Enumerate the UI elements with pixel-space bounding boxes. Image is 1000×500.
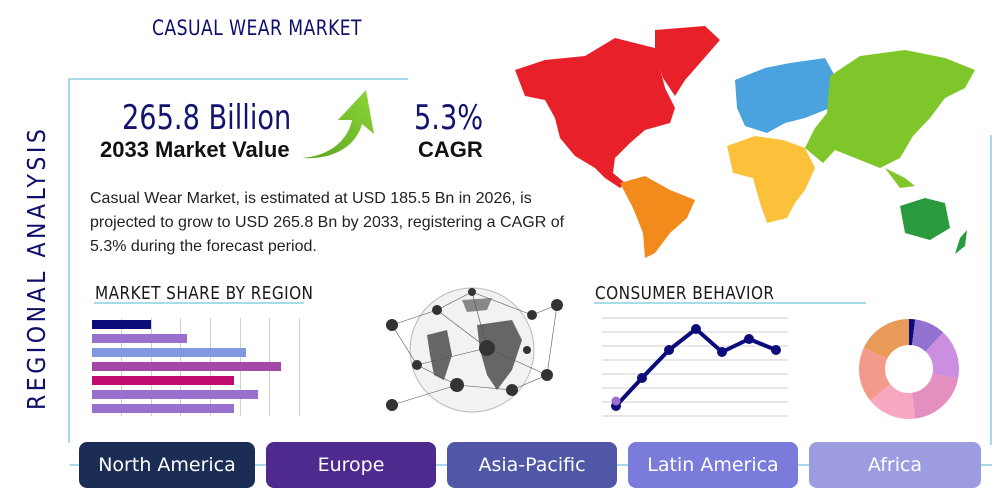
network-globe-icon [386,287,563,413]
market-value-label: 2033 Market Value [100,137,290,162]
market-share-underline [94,302,304,304]
frame-top-line [68,78,408,80]
region-button-north-america[interactable]: North America [79,442,255,488]
cagr-value: 5.3% [414,98,484,138]
page-title: CASUAL WEAR MARKET [152,16,362,40]
bar-2 [92,334,187,343]
consumer-donut-chart [859,319,959,419]
region-button-latin-america[interactable]: Latin America [628,442,798,488]
frame-left-line [68,78,70,443]
bar-6 [92,390,258,399]
cagr-label: CAGR [418,137,483,162]
market-share-bar-chart [92,318,302,416]
market-value: 265.8 Billion [122,98,292,138]
bar-3 [92,348,246,357]
consumer-behavior-underline [594,302,866,304]
frame-right-line [990,135,992,445]
market-share-title: MARKET SHARE BY REGION [95,283,314,304]
region-button-europe[interactable]: Europe [266,442,436,488]
world-map [515,26,975,258]
side-title: REGIONAL ANALYSIS [22,125,51,410]
bar-5 [92,376,234,385]
consumer-behavior-title: CONSUMER BEHAVIOR [595,283,775,304]
consumer-line-chart [602,317,788,417]
bar-7 [92,404,234,413]
region-button-asia-pacific[interactable]: Asia-Pacific [447,442,617,488]
description-text: Casual Wear Market, is estimated at USD … [90,190,565,255]
region-button-africa[interactable]: Africa [809,442,981,488]
bar-4 [92,362,281,371]
bar-1 [92,320,151,329]
growth-arrow-icon [302,90,374,159]
